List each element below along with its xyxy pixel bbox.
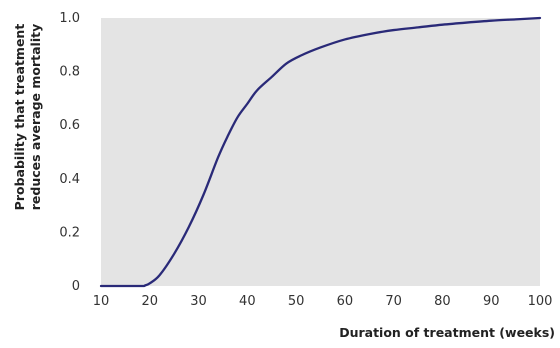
x-tick-label: 30	[190, 294, 207, 309]
probability-curve	[99, 16, 542, 288]
y-tick-label: 0.4	[59, 172, 80, 187]
x-tick-label: 20	[142, 294, 159, 309]
x-tick-label: 60	[337, 294, 354, 309]
x-tick-label: 10	[93, 294, 110, 309]
y-tick-label: 0.6	[59, 118, 80, 133]
y-axis-label-line-1: Probability that treatment	[12, 24, 27, 211]
x-tick-label: 70	[385, 294, 402, 309]
x-tick-label: 90	[483, 294, 500, 309]
y-axis-label-line-2: reduces average mortality	[28, 24, 43, 211]
x-axis-label: Duration of treatment (weeks)	[339, 325, 555, 340]
y-tick-label: 0	[72, 279, 80, 294]
x-tick-label: 50	[288, 294, 305, 309]
x-tick-label: 80	[434, 294, 451, 309]
x-tick-label: 40	[239, 294, 256, 309]
plot-area	[101, 18, 540, 286]
y-tick-label: 0.2	[59, 225, 80, 240]
y-tick-label: 0.8	[59, 65, 80, 80]
y-tick-label: 1.0	[59, 11, 80, 26]
x-tick-label: 100	[528, 294, 553, 309]
